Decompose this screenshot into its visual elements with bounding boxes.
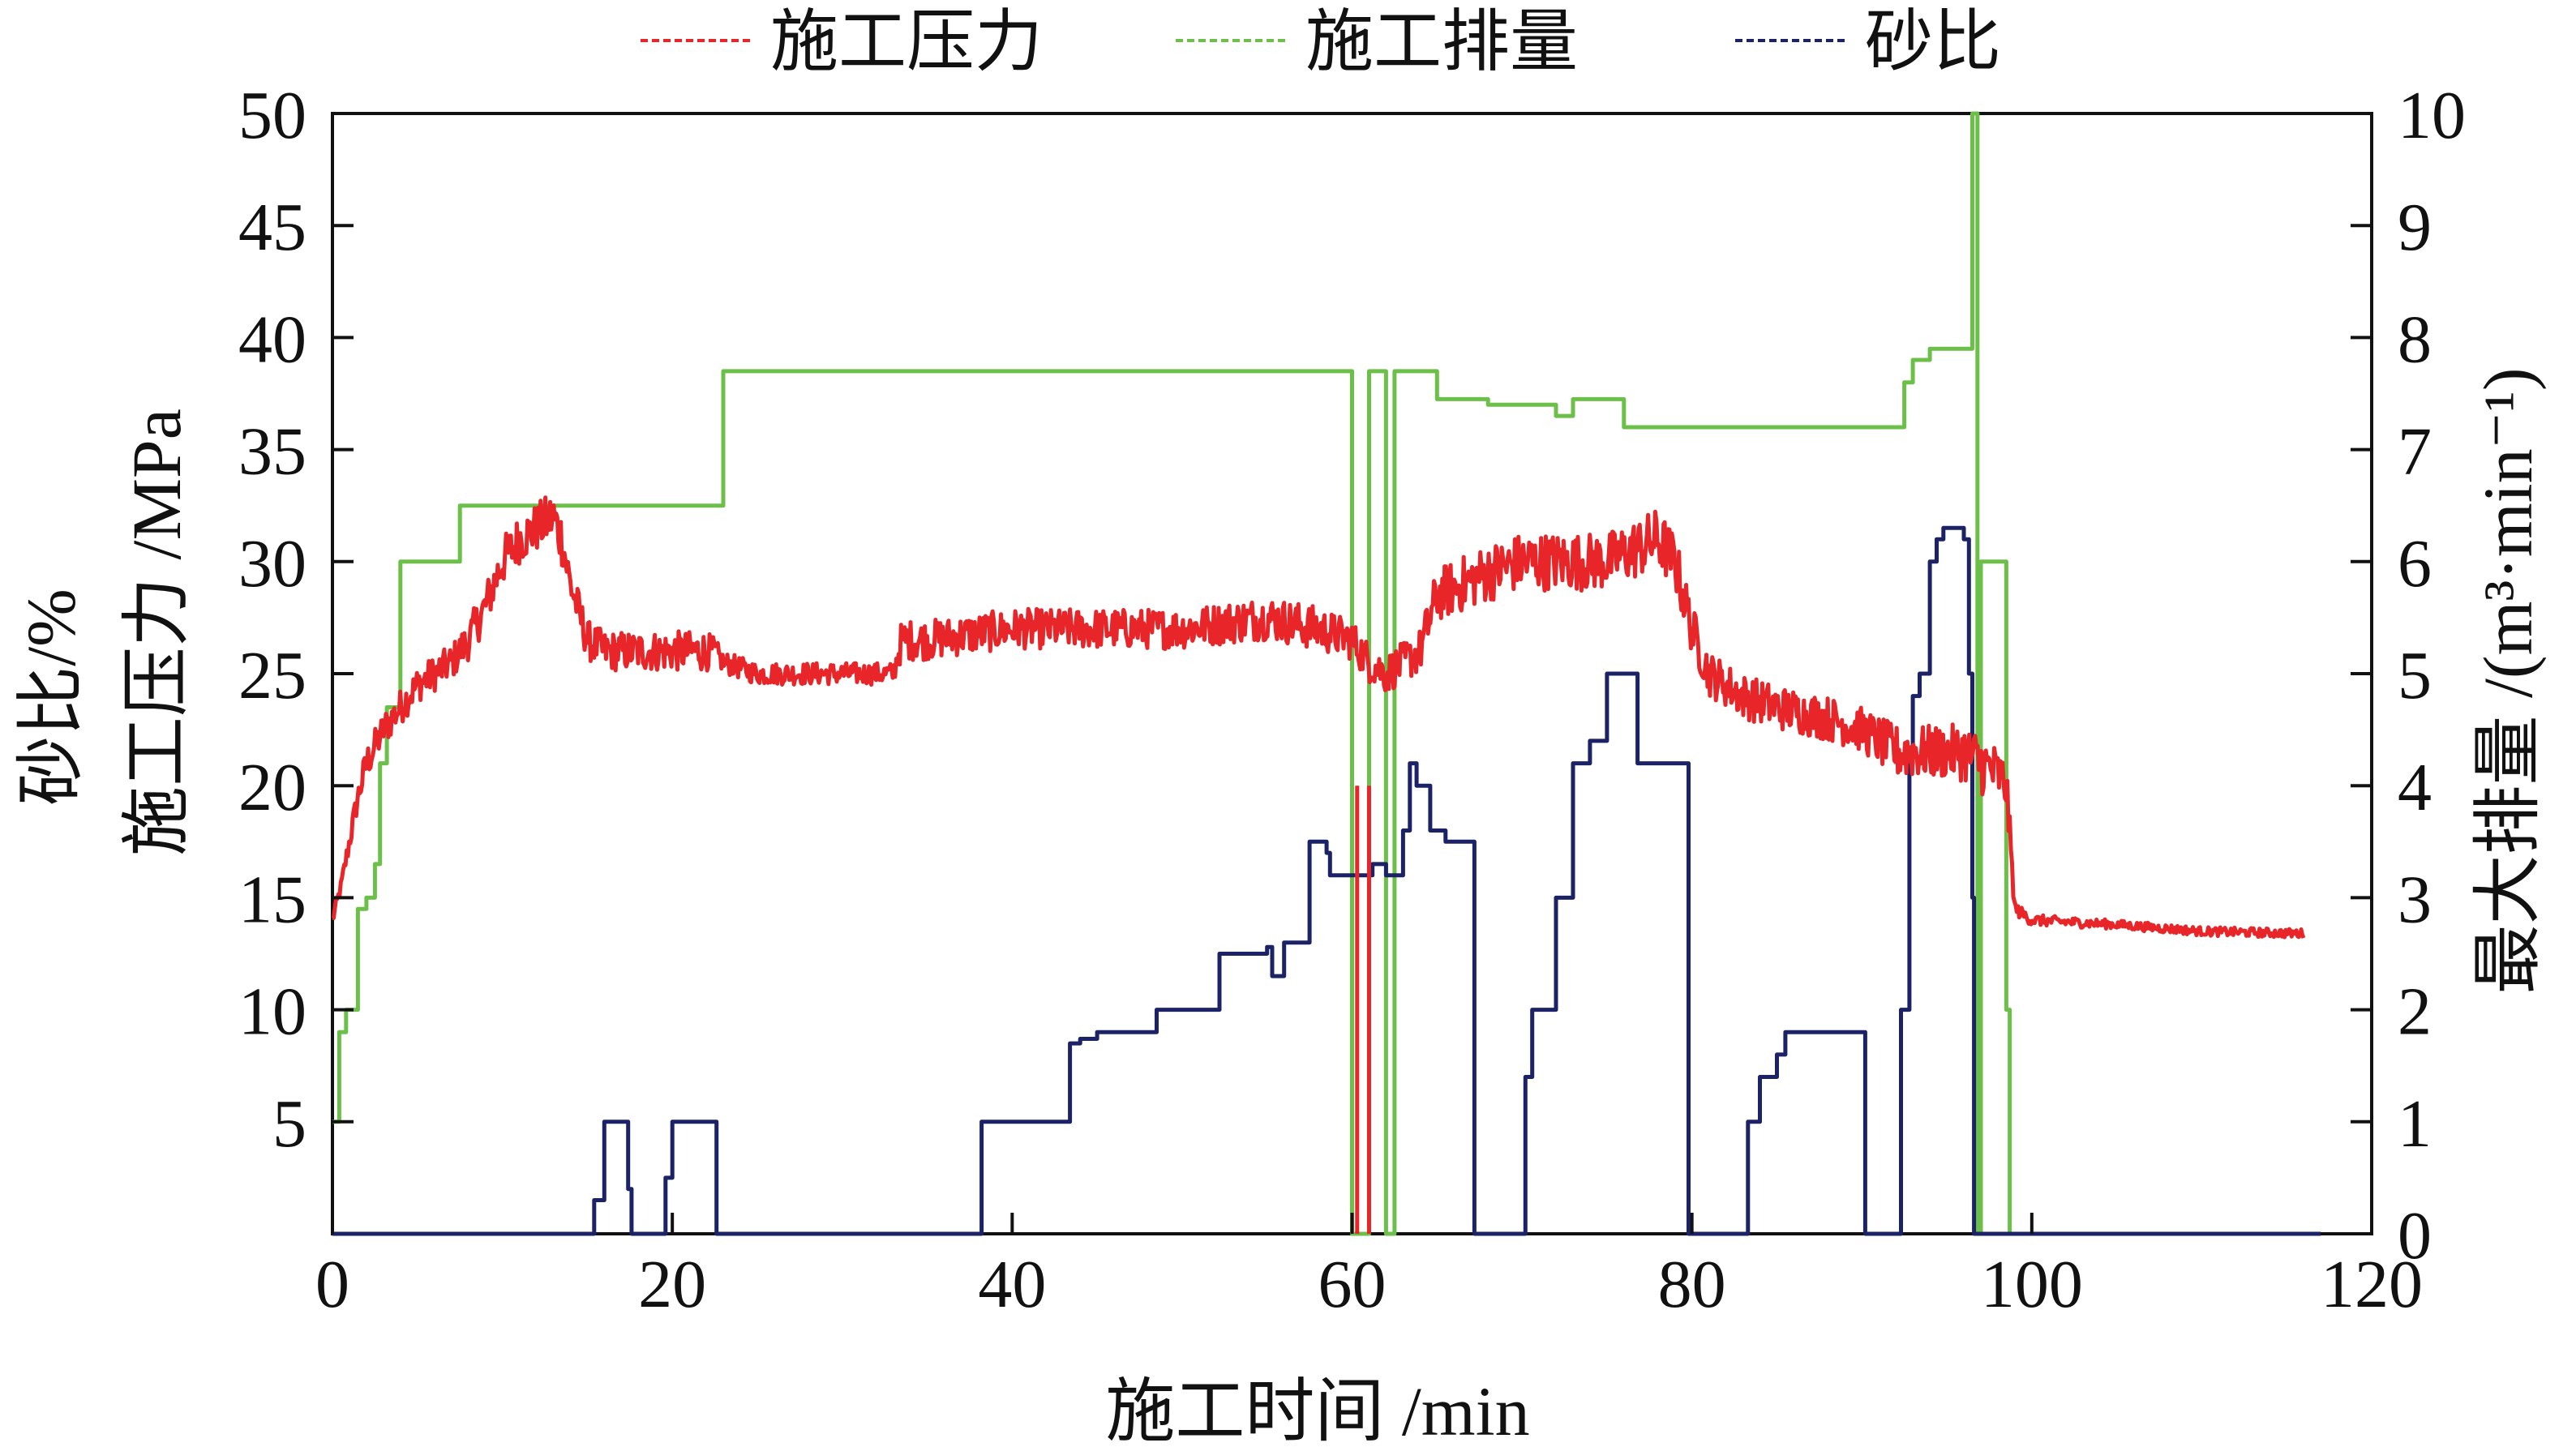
y-right-tick-label-10: 10 [2398, 78, 2466, 153]
y-left-tick-label-35: 35 [238, 414, 306, 490]
x-tick-label-120: 120 [2321, 1247, 2423, 1322]
axis-titles: 施工时间 /min 砂比/% 施工压力 /MPa 最大排量 /(m³·min⁻¹… [12, 368, 2547, 1447]
y-right-tick-label-7: 7 [2398, 414, 2432, 490]
y-left-tick-label-5: 5 [272, 1086, 306, 1162]
y-right-tick-label-3: 3 [2398, 862, 2432, 937]
x-tick-label-40: 40 [978, 1247, 1046, 1322]
y-right-tick-label-9: 9 [2398, 190, 2432, 265]
x-tick-label-80: 80 [1658, 1247, 1726, 1322]
legend-label-2: 砂比 [1865, 5, 2001, 80]
series-0-line [332, 495, 2306, 940]
y-right-tick-label-5: 5 [2398, 638, 2432, 713]
tick-layer: 0 20 40 60 80 100 1205101520253035404550012345… [238, 78, 2466, 1322]
legend-label-1: 施工排量 [1305, 5, 1578, 80]
y-right-tick-label-1: 1 [2398, 1086, 2432, 1162]
y-left-tick-label-15: 15 [238, 862, 306, 937]
x-tick-label-0: 0 [315, 1247, 349, 1322]
y-left-axis-title-2: 施工压力 /MPa [118, 409, 195, 856]
x-axis-title: 施工时间 /min [1105, 1372, 1529, 1443]
y-left-tick-label-50: 50 [238, 78, 306, 153]
y-right-tick-label-0: 0 [2398, 1198, 2432, 1274]
legend-label-0: 施工压力 [770, 5, 1043, 80]
legend: 施工压力 施工排量 砂比 [641, 5, 2001, 80]
series-2-line [332, 525, 2321, 1236]
series-1-line [332, 111, 2012, 1236]
y-left-tick-label-25: 25 [238, 638, 306, 713]
x-tick-label-100: 100 [1981, 1247, 2083, 1322]
y-left-tick-label-10: 10 [238, 974, 306, 1050]
y-right-tick-label-6: 6 [2398, 526, 2432, 601]
y-right-tick-label-8: 8 [2398, 302, 2432, 377]
x-tick-label-20: 20 [638, 1247, 706, 1322]
y-left-tick-label-30: 30 [238, 526, 306, 601]
y-left-tick-label-20: 20 [238, 750, 306, 825]
y-left-tick-label-45: 45 [238, 190, 306, 265]
series-layer [332, 111, 2321, 1236]
y-left-tick-label-40: 40 [238, 302, 306, 377]
y-left-axis-title-1: 砂比/% [12, 589, 90, 806]
y-right-axis-title: 最大排量 /(m³·min⁻¹) [2469, 368, 2547, 995]
x-tick-label-60: 60 [1318, 1247, 1387, 1322]
y-right-tick-label-2: 2 [2398, 974, 2432, 1050]
y-right-tick-label-4: 4 [2398, 750, 2432, 825]
